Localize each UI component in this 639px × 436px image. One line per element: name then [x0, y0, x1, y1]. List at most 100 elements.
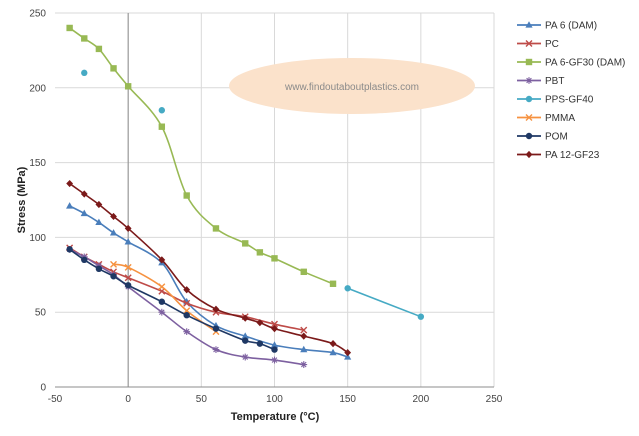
- series-pbt: [66, 245, 308, 368]
- data-point-pmma: [110, 260, 118, 268]
- data-point-pom: [66, 246, 73, 253]
- watermark-text: www.findoutaboutplastics.com: [284, 82, 419, 93]
- legend-item-pbt: PBT: [517, 76, 564, 87]
- data-point-pom: [110, 273, 117, 280]
- legend-item-pc: PC: [517, 39, 559, 50]
- data-point-pa-12-gf23: [95, 200, 103, 209]
- legend-item-pps-gf40: PPS-GF40: [517, 95, 594, 106]
- data-point-pa-6-gf30-dam: [300, 268, 307, 276]
- data-point-pbt: [241, 353, 249, 361]
- series-pa-6-gf30-dam: [66, 24, 337, 287]
- data-point-pa-6-gf30-dam: [110, 65, 117, 72]
- legend-label-pc: PC: [545, 39, 559, 50]
- legend-marker-pa-6-dam: [525, 21, 533, 28]
- data-point-pc: [271, 320, 278, 328]
- x-tick-label: 150: [339, 394, 356, 405]
- data-point-pa-6-gf30-dam: [242, 240, 249, 247]
- data-point-pa-6-gf30-dam: [256, 249, 264, 256]
- series-pom: [66, 246, 278, 353]
- data-point-pbt: [183, 328, 191, 336]
- data-point-pps-gf40: [417, 313, 425, 320]
- x-tick-label: 100: [266, 394, 283, 405]
- data-point-pa-6-gf30-dam: [158, 123, 166, 130]
- data-point-pbt: [271, 356, 278, 364]
- legend-label-pps-gf40: PPS-GF40: [545, 95, 594, 106]
- data-point-pa-12-gf23: [241, 314, 249, 322]
- data-point-pa-6-gf30-dam: [66, 24, 73, 32]
- data-point-pc: [124, 274, 132, 282]
- legend-label-pom: POM: [545, 132, 568, 143]
- legend-marker-pmma: [525, 114, 533, 121]
- data-point-pom: [124, 282, 132, 289]
- data-point-pa-6-gf30-dam: [329, 280, 337, 287]
- data-point-pa-12-gf23: [271, 325, 278, 333]
- x-tick-label: 200: [412, 394, 429, 405]
- data-point-pa-12-gf23: [329, 340, 337, 348]
- legend-marker-pbt: [525, 77, 533, 84]
- legend: PA 6 (DAM) PC PA 6-GF30 (DAM) PBT PPS-GF40 PM…: [517, 21, 625, 161]
- legend-item-pa-12-gf23: PA 12-GF23: [517, 150, 600, 161]
- data-point-pa-6-dam: [124, 238, 132, 245]
- series-pa-12-gf23: [66, 179, 352, 357]
- data-point-pa-12-gf23: [110, 212, 117, 221]
- data-point-pps-gf40: [344, 285, 351, 292]
- axes: [55, 13, 494, 388]
- data-point-pmma: [124, 263, 132, 271]
- y-tick-label: 200: [29, 83, 46, 94]
- legend-marker-pps-gf40: [525, 95, 533, 103]
- data-point-pa-6-gf30-dam: [124, 83, 132, 90]
- data-point-pom: [271, 346, 278, 353]
- data-point-pa-6-gf30-dam: [95, 45, 103, 53]
- data-point-pa-12-gf23: [80, 190, 88, 198]
- data-point-pa-6-gf30-dam: [183, 192, 190, 199]
- legend-item-pom: POM: [517, 132, 568, 143]
- x-tick-label: 0: [125, 394, 131, 405]
- data-point-pa-12-gf23: [158, 256, 166, 264]
- legend-marker-pa-12-gf23: [525, 150, 533, 159]
- legend-marker-pom: [525, 132, 533, 140]
- data-point-pa-12-gf23: [256, 319, 264, 327]
- data-point-pa-6-dam: [66, 202, 74, 209]
- y-axis-title: Stress (MPa): [16, 166, 28, 233]
- series-pps-gf40: [81, 69, 425, 320]
- legend-item-pa-6-dam: PA 6 (DAM): [517, 21, 597, 32]
- legend-label-pa-6-dam: PA 6 (DAM): [545, 21, 597, 32]
- legend-item-pmma: PMMA: [517, 113, 575, 124]
- series-pa-6-dam: [66, 202, 352, 360]
- data-point-pa-12-gf23: [124, 224, 132, 233]
- data-point-pa-6-dam: [80, 209, 88, 217]
- data-point-pa-12-gf23: [66, 179, 74, 188]
- data-point-pa-6-dam: [95, 218, 103, 226]
- x-axis-title: Temperature (°C): [231, 411, 320, 423]
- series-line-pa-6-dam: [69, 205, 348, 358]
- data-point-pbt: [300, 361, 308, 368]
- y-tick-label: 150: [29, 158, 46, 169]
- legend-marker-pa-6-gf30-dam: [525, 58, 533, 66]
- data-point-pps-gf40: [158, 107, 166, 114]
- y-tick-label: 250: [29, 9, 46, 20]
- data-point-pom: [81, 256, 88, 264]
- data-point-pa-6-dam: [300, 345, 308, 353]
- data-point-pbt: [212, 346, 220, 353]
- data-point-pa-6-gf30-dam: [271, 255, 278, 262]
- watermark: www.findoutaboutplastics.com: [229, 58, 475, 114]
- data-point-pom: [95, 265, 103, 273]
- y-tick-label: 50: [35, 308, 47, 319]
- legend-label-pa-12-gf23: PA 12-GF23: [545, 150, 600, 161]
- data-point-pmma: [158, 283, 166, 291]
- series-pmma: [110, 260, 220, 336]
- data-point-pps-gf40: [81, 69, 88, 77]
- legend-label-pbt: PBT: [545, 76, 564, 87]
- data-point-pom: [256, 340, 264, 347]
- data-point-pom: [212, 325, 220, 332]
- data-point-pa-6-dam: [329, 348, 337, 356]
- legend-item-pa-6-gf30-dam: PA 6-GF30 (DAM): [517, 58, 625, 69]
- series-line-pps-gf40: [347, 287, 422, 318]
- data-point-pa-6-gf30-dam: [212, 225, 220, 232]
- data-point-pc: [300, 326, 308, 334]
- legend-label-pa-6-gf30-dam: PA 6-GF30 (DAM): [545, 58, 625, 69]
- data-point-pa-12-gf23: [212, 305, 220, 313]
- y-tick-label: 0: [40, 383, 46, 394]
